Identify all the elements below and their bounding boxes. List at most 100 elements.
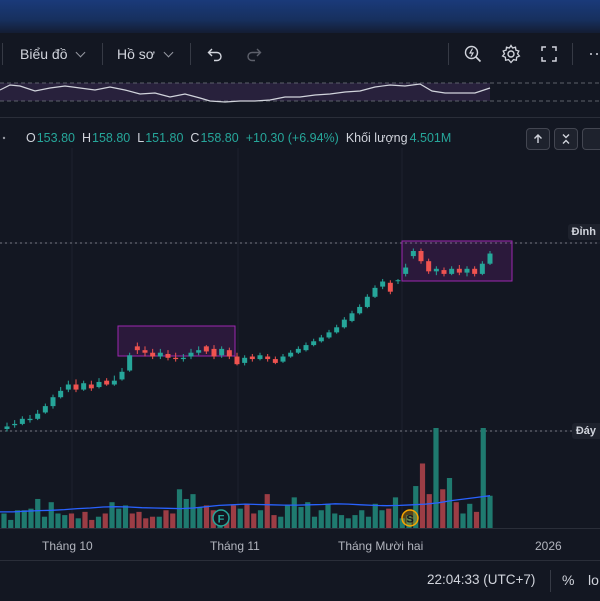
volume-bar xyxy=(143,518,149,528)
settings-button[interactable] xyxy=(500,33,522,75)
volume-bar xyxy=(116,508,122,528)
marker-f[interactable]: F xyxy=(212,509,230,527)
high-value: 158.80 xyxy=(92,131,131,145)
change-value: +10.30 (+6.94%) xyxy=(245,131,339,145)
volume-bar xyxy=(89,519,95,528)
collapse-pane-button[interactable] xyxy=(554,128,578,150)
more-icon xyxy=(590,53,598,55)
candle-body xyxy=(242,357,248,363)
candle-body xyxy=(19,418,25,424)
candle-body xyxy=(357,306,363,314)
candle-body xyxy=(403,267,409,274)
candle-body xyxy=(433,268,439,272)
volume-bar xyxy=(426,494,432,528)
open-label: O xyxy=(26,131,36,145)
volume-bar xyxy=(271,515,277,528)
volume-bar xyxy=(338,515,345,528)
toolbar-separator xyxy=(190,43,191,65)
candle-body xyxy=(150,352,156,357)
volume-bar xyxy=(197,507,203,528)
search-lightning-icon xyxy=(464,45,482,63)
candle-body xyxy=(464,268,470,273)
close-value: 158.80 xyxy=(200,131,239,145)
candle-body xyxy=(4,426,10,429)
pane-more-button[interactable] xyxy=(582,128,600,150)
volume-bar xyxy=(102,513,108,528)
chart-type-menu[interactable]: Biểu đồ xyxy=(20,33,86,75)
volume-bar xyxy=(21,510,27,528)
volume-bar xyxy=(149,516,156,528)
volume-bar xyxy=(203,505,210,528)
quick-search-button[interactable] xyxy=(462,33,484,75)
percent-toggle[interactable]: % xyxy=(562,572,575,588)
volume-bar xyxy=(305,502,311,528)
volume-bar xyxy=(129,513,135,528)
date-tick-nov: Tháng 11 xyxy=(210,539,260,553)
oscillator-band xyxy=(0,83,490,101)
profile-menu[interactable]: Hồ sơ xyxy=(117,33,174,75)
volume-bar xyxy=(278,516,284,528)
candle-body xyxy=(226,350,232,357)
candle-body xyxy=(165,353,171,358)
candle-body xyxy=(395,280,401,282)
volume-bar xyxy=(345,518,351,528)
volume-bar xyxy=(55,513,61,528)
volume-bar xyxy=(379,510,385,528)
candle-body xyxy=(180,357,186,360)
volume-bar xyxy=(413,486,419,528)
volume-bar xyxy=(62,515,68,528)
candle-body xyxy=(364,296,370,307)
candle-body xyxy=(410,251,416,257)
volume-bars xyxy=(1,428,493,528)
candle-body xyxy=(96,381,102,388)
volume-bar xyxy=(291,497,297,528)
volume-bar xyxy=(244,503,250,528)
candlesticks xyxy=(4,248,493,432)
volume-bar xyxy=(95,516,102,528)
volume-bar xyxy=(467,503,473,528)
chevron-down-icon xyxy=(76,47,86,57)
candle-body xyxy=(65,384,71,390)
candle-body xyxy=(456,268,462,273)
volume-bar xyxy=(8,519,14,528)
profile-menu-label: Hồ sơ xyxy=(117,46,155,62)
candle-body xyxy=(472,268,478,274)
log-toggle[interactable]: lo xyxy=(588,572,599,588)
marker-s[interactable]: S xyxy=(401,509,419,527)
move-pane-up-button[interactable] xyxy=(526,128,550,150)
volume-bar xyxy=(28,508,34,528)
main-chart[interactable]: F S xyxy=(0,118,600,560)
marker-s-circle xyxy=(401,509,419,527)
marker-f-circle xyxy=(212,509,230,527)
candle-body xyxy=(73,384,79,390)
volume-bar xyxy=(14,510,21,528)
candle-body xyxy=(380,281,386,287)
candle-body xyxy=(295,348,301,353)
redo-button[interactable] xyxy=(243,33,265,75)
candle-body xyxy=(372,287,378,297)
more-button[interactable] xyxy=(584,33,600,75)
candle-body xyxy=(81,383,87,390)
consolidation-box-1[interactable] xyxy=(117,325,236,357)
volume-bar xyxy=(257,510,264,528)
candle-body xyxy=(50,397,56,407)
oscillator-chart xyxy=(0,82,600,103)
low-label: L xyxy=(137,131,145,145)
volume-bar xyxy=(1,513,7,528)
candle-body xyxy=(188,352,194,357)
candle-body xyxy=(418,251,424,262)
candle-body xyxy=(426,261,432,272)
fullscreen-button[interactable] xyxy=(538,33,560,75)
volume-bar xyxy=(75,518,81,528)
status-bar: 22:04:33 (UTC+7) % lo xyxy=(0,560,600,601)
volume-value: 4.501M xyxy=(409,131,452,145)
clock-timezone[interactable]: 22:04:33 (UTC+7) xyxy=(427,572,536,587)
volume-bar xyxy=(352,515,358,528)
collapse-icon xyxy=(562,134,570,144)
undo-button[interactable] xyxy=(204,33,226,75)
volume-bar xyxy=(440,489,446,528)
candle-body xyxy=(341,319,347,328)
candle-body xyxy=(249,356,255,360)
candle-body xyxy=(219,348,225,356)
oscillator-pane xyxy=(0,75,600,118)
